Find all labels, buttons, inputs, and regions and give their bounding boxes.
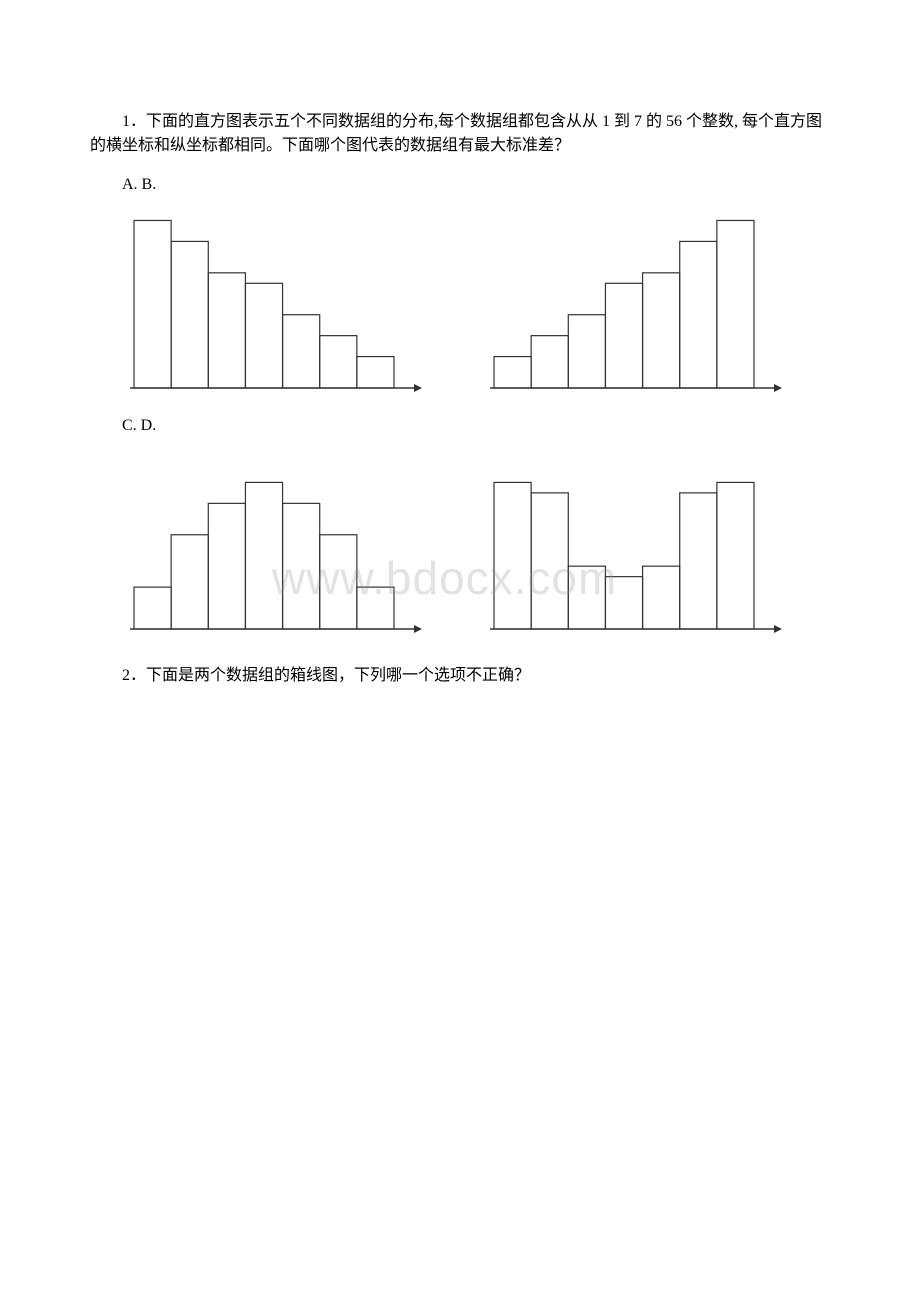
- histogram-c: [122, 441, 422, 646]
- histogram-b: [482, 200, 782, 405]
- chart-row-ab: [122, 200, 830, 405]
- histogram-a: [122, 200, 422, 405]
- option-label-cd: C. D.: [122, 417, 830, 435]
- option-label-ab: A. B.: [122, 176, 830, 194]
- question-1-text: 1．下面的直方图表示五个不同数据组的分布,每个数据组都包含从从 1 到 7 的 …: [90, 110, 830, 158]
- question-2-text: 2．下面是两个数据组的箱线图，下列哪一个选项不正确？: [90, 664, 830, 688]
- histogram-d: [482, 441, 782, 646]
- chart-row-cd: www.bdocx.com: [122, 441, 830, 646]
